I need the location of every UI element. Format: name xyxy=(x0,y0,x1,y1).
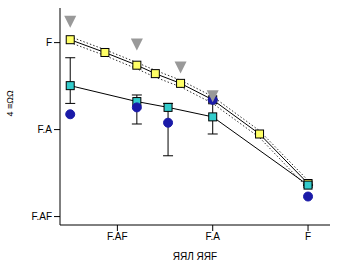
svg-text:F: F xyxy=(305,231,311,242)
svg-text:F: F xyxy=(46,37,52,48)
svg-text:F.AF: F.AF xyxy=(107,231,128,242)
svg-text:4 ≡ΩΩ: 4 ≡ΩΩ xyxy=(8,90,15,116)
svg-text:F.A: F.A xyxy=(205,231,220,242)
svg-text:F.A: F.A xyxy=(38,124,53,135)
svg-text:F.AF: F.AF xyxy=(31,211,52,222)
svg-text:ЯЯЛ ЯЯF: ЯЯЛ ЯЯF xyxy=(173,251,217,260)
